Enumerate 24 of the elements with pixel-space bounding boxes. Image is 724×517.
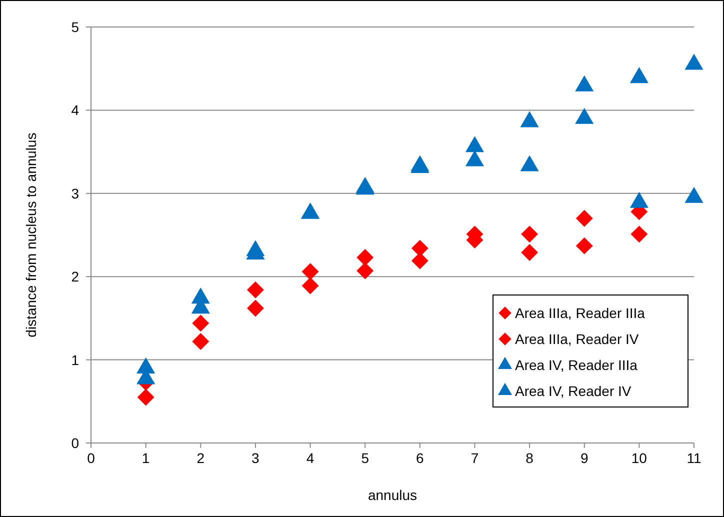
legend-label: Area IV, Reader IV [515,383,632,399]
x-tick-label: 5 [361,450,370,466]
y-axis-title: distance from nucleus to annulus [23,132,39,338]
x-tick-label: 4 [306,450,314,466]
y-tick-label: 3 [71,185,80,202]
x-tick-label: 11 [686,450,702,466]
x-tick-label: 2 [196,450,205,466]
x-tick-label: 3 [252,450,260,466]
x-tick-label: 0 [87,450,96,466]
legend-label: Area IIIa, Reader IV [515,331,640,347]
x-tick-label: 7 [470,450,479,466]
legend-label: Area IV, Reader IIIa [515,357,638,373]
x-tick-label: 1 [142,450,150,466]
x-tick-label: 9 [580,450,588,466]
y-tick-label: 0 [71,435,80,451]
legend-label: Area IIIa, Reader IIIa [515,305,646,321]
x-tick-label: 6 [416,450,424,466]
y-tick-label: 2 [71,268,80,285]
y-tick-label: 1 [71,352,80,368]
x-tick-label: 10 [631,450,648,466]
y-tick-label: 5 [71,19,80,35]
y-tick-label: 4 [71,102,80,118]
x-axis-title: annulus [368,487,418,503]
x-tick-label: 8 [526,450,534,466]
